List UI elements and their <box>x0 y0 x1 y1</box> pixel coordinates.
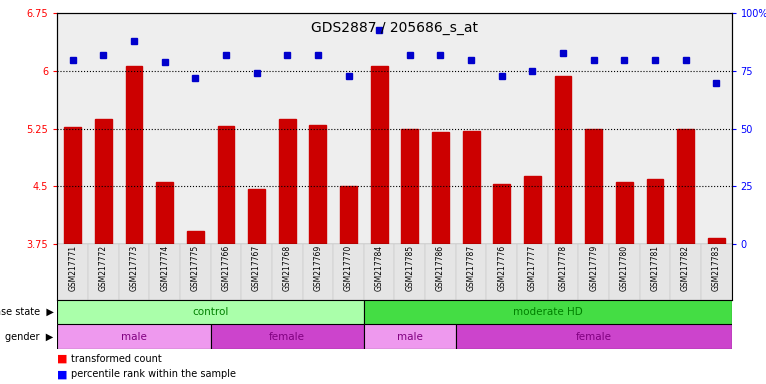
Bar <box>640 244 670 300</box>
Bar <box>57 324 211 349</box>
Text: moderate HD: moderate HD <box>512 307 583 317</box>
Text: male: male <box>397 332 423 342</box>
Bar <box>609 244 640 300</box>
Bar <box>486 244 517 300</box>
Bar <box>340 186 357 244</box>
Text: GSM217787: GSM217787 <box>466 245 476 291</box>
Bar <box>585 129 602 244</box>
Bar <box>401 129 418 244</box>
Bar <box>432 132 449 244</box>
Text: GSM217770: GSM217770 <box>344 245 353 291</box>
Bar <box>677 129 694 244</box>
Bar <box>708 238 725 244</box>
Bar <box>456 244 486 300</box>
Bar <box>149 244 180 300</box>
Bar <box>211 244 241 300</box>
Text: GSM217774: GSM217774 <box>160 245 169 291</box>
Bar <box>425 244 456 300</box>
Bar <box>394 244 425 300</box>
Bar <box>279 119 296 244</box>
Text: GSM217781: GSM217781 <box>650 245 660 291</box>
Bar <box>493 184 510 244</box>
Bar <box>517 244 548 300</box>
Bar <box>456 324 732 349</box>
Text: GSM217772: GSM217772 <box>99 245 108 291</box>
Text: GSM217777: GSM217777 <box>528 245 537 291</box>
Bar <box>309 125 326 244</box>
Text: gender  ▶: gender ▶ <box>5 332 54 342</box>
Text: GSM217778: GSM217778 <box>558 245 568 291</box>
Bar <box>211 324 364 349</box>
Bar <box>364 324 456 349</box>
Text: GDS2887 / 205686_s_at: GDS2887 / 205686_s_at <box>311 21 478 35</box>
Text: ■: ■ <box>57 354 68 364</box>
Text: female: female <box>270 332 305 342</box>
Text: GSM217785: GSM217785 <box>405 245 414 291</box>
Bar <box>119 244 149 300</box>
Bar <box>272 244 303 300</box>
Bar <box>88 244 119 300</box>
Bar <box>241 244 272 300</box>
Bar <box>701 244 732 300</box>
Bar <box>548 244 578 300</box>
Bar <box>57 244 88 300</box>
Text: disease state  ▶: disease state ▶ <box>0 307 54 317</box>
Bar <box>616 182 633 244</box>
Bar <box>578 244 609 300</box>
Text: control: control <box>192 307 229 317</box>
Bar <box>64 127 81 244</box>
Text: GSM217773: GSM217773 <box>129 245 139 291</box>
Text: male: male <box>121 332 147 342</box>
Bar <box>187 231 204 244</box>
Bar <box>524 176 541 244</box>
Text: percentile rank within the sample: percentile rank within the sample <box>71 369 236 379</box>
Text: female: female <box>576 332 611 342</box>
Bar <box>218 126 234 244</box>
Text: GSM217767: GSM217767 <box>252 245 261 291</box>
Bar <box>463 131 480 244</box>
Bar <box>156 182 173 244</box>
Text: transformed count: transformed count <box>71 354 162 364</box>
Bar <box>371 66 388 244</box>
Bar <box>180 244 211 300</box>
Bar <box>670 244 701 300</box>
Bar <box>364 300 732 324</box>
Bar <box>95 119 112 244</box>
Text: GSM217775: GSM217775 <box>191 245 200 291</box>
Text: GSM217769: GSM217769 <box>313 245 322 291</box>
Bar <box>248 189 265 244</box>
Text: GSM217786: GSM217786 <box>436 245 445 291</box>
Text: GSM217771: GSM217771 <box>68 245 77 291</box>
Text: GSM217780: GSM217780 <box>620 245 629 291</box>
Bar <box>647 179 663 244</box>
Text: GSM217783: GSM217783 <box>712 245 721 291</box>
Bar <box>555 76 571 244</box>
Text: ■: ■ <box>57 369 68 379</box>
Bar <box>364 244 394 300</box>
Text: GSM217779: GSM217779 <box>589 245 598 291</box>
Bar <box>303 244 333 300</box>
Text: GSM217776: GSM217776 <box>497 245 506 291</box>
Text: GSM217784: GSM217784 <box>375 245 384 291</box>
Text: GSM217768: GSM217768 <box>283 245 292 291</box>
Bar <box>333 244 364 300</box>
Bar <box>126 66 142 244</box>
Bar <box>57 300 364 324</box>
Text: GSM217766: GSM217766 <box>221 245 231 291</box>
Text: GSM217782: GSM217782 <box>681 245 690 291</box>
